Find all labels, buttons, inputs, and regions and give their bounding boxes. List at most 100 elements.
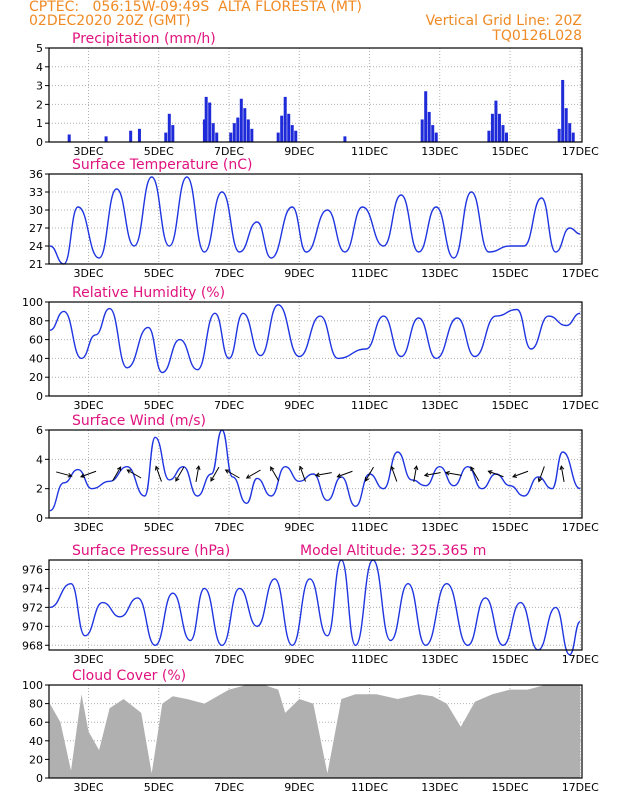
panel-frame	[48, 429, 583, 519]
precip-bar	[294, 130, 298, 142]
precip-bar	[239, 98, 243, 142]
wind-arrow-shaft	[390, 466, 398, 482]
wind-arrow-head	[126, 469, 132, 474]
precip-bar	[424, 91, 428, 142]
series-line	[49, 429, 581, 512]
precip-bar	[487, 130, 491, 142]
panel-frame	[48, 559, 583, 651]
x-tick-label: 11DEC	[351, 653, 388, 666]
wind-arrow	[314, 472, 332, 478]
precip-bar	[434, 132, 438, 142]
x-tick-label: 7DEC	[214, 267, 244, 280]
x-tick-label: 13DEC	[421, 521, 458, 534]
wind-arrow-shaft	[270, 466, 280, 482]
wind-arrow	[487, 470, 504, 478]
wind-arrow	[390, 465, 398, 482]
precip-bar	[571, 132, 575, 142]
y-tick-label: 0	[36, 390, 43, 403]
x-tick-label: 9DEC	[284, 267, 314, 280]
x-tick-label: 17DEC	[562, 399, 599, 412]
panel-title: Precipitation (mm/h)	[72, 31, 216, 47]
wind-arrow-shaft	[155, 466, 162, 482]
x-tick-label: 5DEC	[144, 521, 174, 534]
y-tick-label: 974	[22, 582, 43, 595]
precip-bar	[568, 123, 572, 142]
x-tick-label: 15DEC	[491, 781, 528, 794]
precip-bar	[557, 128, 561, 142]
y-tick-label: 0	[36, 136, 43, 149]
x-tick-label: 13DEC	[421, 653, 458, 666]
panel-frame	[48, 47, 583, 143]
x-tick-label: 7DEC	[214, 653, 244, 666]
x-tick-label: 3DEC	[73, 145, 103, 158]
y-tick-label: 20	[29, 371, 43, 384]
wind-arrow-head	[423, 472, 429, 478]
wind-arrow-head	[154, 465, 160, 471]
y-tick-label: 60	[29, 716, 43, 729]
x-tick-label: 11DEC	[351, 145, 388, 158]
series-line	[49, 304, 581, 374]
wind-arrow-head	[364, 476, 370, 482]
y-tick-label: 40	[29, 735, 43, 748]
wind-arrow-shaft	[365, 466, 374, 482]
series-line	[49, 559, 581, 656]
header-station: CPTEC: 056:15W-09:49S ALTA FLORESTA (MT)	[29, 0, 362, 15]
panel-2: 3DEC 5DEC 7DEC 9DEC 11DEC 13DEC 15DEC 17DEC 21 24…	[29, 157, 599, 280]
panel-4: 3DEC 5DEC 7DEC 9DEC 11DEC 13DEC 15DEC 17DEC 0 2 4 6…	[36, 413, 599, 534]
precip-bar	[243, 108, 247, 142]
y-tick-label: 5	[36, 42, 43, 55]
wind-arrow-head	[195, 465, 201, 471]
wind-arrow-head	[314, 472, 320, 478]
wind-arrow-head	[336, 473, 342, 478]
wind-arrow	[559, 465, 565, 482]
x-tick-label: 17DEC	[562, 267, 599, 280]
precip-bar	[343, 136, 347, 142]
wind-arrow-shaft	[488, 470, 504, 478]
wind-arrow	[413, 465, 419, 482]
precip-bar	[504, 132, 508, 142]
panel-1: 3DEC 5DEC 7DEC 9DEC 11DEC 13DEC 15DEC 17DEC 0 1 2 3…	[36, 31, 599, 158]
x-tick-label: 11DEC	[351, 399, 388, 412]
x-tick-label: 13DEC	[421, 145, 458, 158]
wind-arrow	[512, 470, 529, 478]
precip-bar	[490, 113, 494, 142]
x-tick-label: 7DEC	[214, 521, 244, 534]
x-tick-label: 17DEC	[562, 145, 599, 158]
precip-bar	[501, 125, 505, 142]
wind-arrow-head	[270, 466, 275, 472]
precip-bar	[494, 100, 498, 142]
x-tick-label: 9DEC	[284, 399, 314, 412]
precip-bar	[129, 130, 133, 142]
wind-arrow-shaft	[80, 470, 97, 478]
wind-arrow	[537, 466, 545, 483]
y-tick-label: 4	[36, 61, 43, 74]
y-tick-label: 27	[29, 222, 43, 235]
wind-arrow-head	[470, 466, 475, 472]
y-tick-label: 6	[36, 424, 43, 437]
wind-arrow-head	[245, 474, 251, 479]
header-grid-note: Vertical Grid Line: 20Z	[425, 13, 582, 29]
wind-arrow-head	[298, 465, 304, 471]
y-tick-label: 2	[36, 98, 43, 111]
wind-arrow-head	[80, 473, 86, 478]
wind-arrow-shaft	[560, 466, 565, 482]
x-tick-label: 7DEC	[214, 399, 244, 412]
precip-bar	[204, 96, 208, 142]
x-tick-label: 13DEC	[421, 267, 458, 280]
x-tick-label: 17DEC	[562, 653, 599, 666]
precip-bar	[497, 113, 501, 142]
cloud-area	[49, 685, 581, 778]
wind-arrow	[336, 470, 353, 478]
precip-bar	[276, 132, 280, 142]
x-tick-label: 15DEC	[491, 521, 528, 534]
wind-arrow-shaft	[225, 469, 240, 479]
wind-arrow	[112, 466, 122, 482]
y-tick-label: 4	[36, 453, 43, 466]
y-tick-label: 21	[29, 258, 43, 271]
wind-arrow-head	[487, 470, 493, 475]
x-tick-label: 15DEC	[491, 399, 528, 412]
y-tick-label: 0	[36, 772, 43, 785]
wind-arrow-shaft	[315, 472, 332, 476]
precip-bar	[232, 123, 236, 142]
